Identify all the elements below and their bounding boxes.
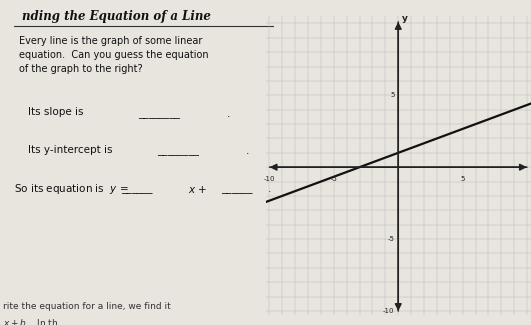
Text: So its equation is  $y$ =: So its equation is $y$ = (14, 182, 129, 196)
Text: .: . (226, 109, 230, 119)
Text: ________: ________ (138, 109, 180, 119)
Text: ______: ______ (122, 184, 153, 194)
Text: Its y-intercept is: Its y-intercept is (28, 145, 112, 155)
Text: y: y (402, 14, 408, 23)
Text: Every line is the graph of some linear
equation.  Can you guess the equation
of : Every line is the graph of some linear e… (19, 36, 209, 74)
Text: $x + b$    In th: $x + b$ In th (3, 317, 58, 325)
Text: .: . (246, 146, 249, 156)
Text: .: . (268, 184, 271, 194)
Text: nding the Equation of a Line: nding the Equation of a Line (22, 10, 211, 23)
Text: -10: -10 (383, 308, 395, 314)
Text: -10: -10 (263, 176, 275, 182)
Text: rite the equation for a line, we find it: rite the equation for a line, we find it (3, 302, 170, 311)
Text: ______: ______ (221, 184, 252, 194)
Text: ________: ________ (157, 146, 199, 156)
Text: 5: 5 (390, 92, 395, 98)
Text: Its slope is: Its slope is (28, 107, 83, 117)
Text: -5: -5 (388, 236, 395, 242)
Text: -5: -5 (330, 176, 337, 182)
Text: $x$ +: $x$ + (188, 184, 207, 195)
Text: 5: 5 (460, 176, 465, 182)
